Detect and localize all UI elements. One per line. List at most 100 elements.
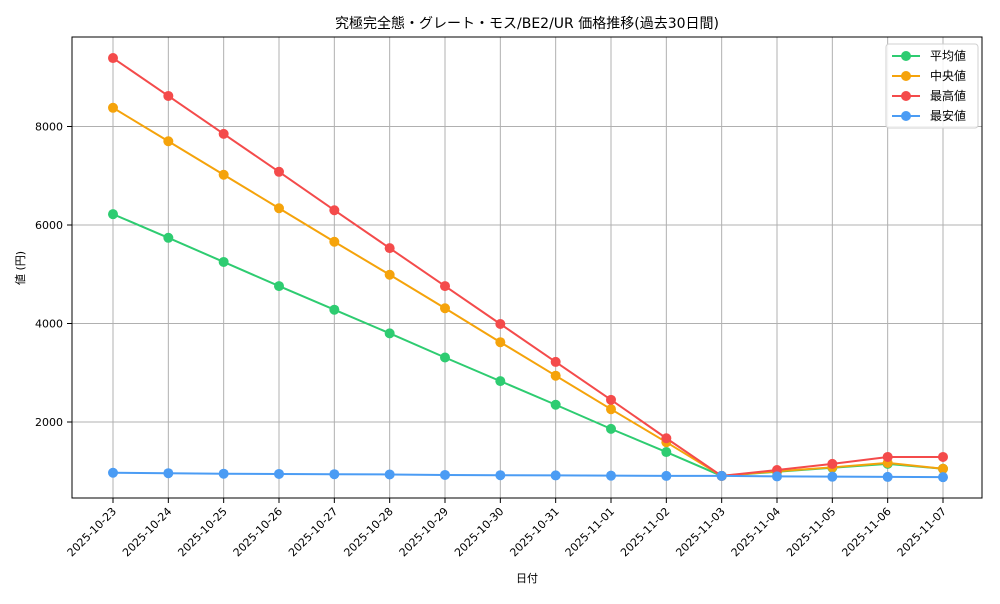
grid [72,37,982,498]
x-tick-label: 2025-10-30 [452,505,506,559]
data-point [274,203,284,214]
x-tick-label: 2025-10-28 [341,505,395,559]
data-point [882,451,893,462]
legend-marker [901,91,911,101]
data-point [495,337,506,348]
data-point [218,468,229,479]
data-point [108,53,118,64]
x-tick-label: 2025-10-23 [65,505,119,559]
legend-marker [901,111,911,121]
y-tick-label: 4000 [35,318,63,331]
data-point [384,469,395,480]
series-2 [108,53,948,481]
data-point [440,352,450,363]
x-tick-label: 2025-11-01 [563,505,617,559]
legend-label: 中央値 [930,68,966,83]
data-point [440,281,450,292]
x-tick-label: 2025-10-24 [120,505,174,559]
data-point [606,404,616,415]
y-axis-label: 値 (円) [14,251,27,285]
data-point [606,423,616,434]
data-point [606,470,616,481]
data-point [827,458,838,469]
data-point [661,447,672,458]
data-point [163,232,174,243]
data-point [108,102,118,113]
data-point [163,468,174,479]
x-axis-label: 日付 [516,572,538,585]
data-point [384,243,395,254]
data-point [108,467,118,478]
data-point [274,468,284,479]
x-tick-label: 2025-11-04 [729,505,783,559]
y-axis-ticks: 2000 4000 6000 8000 [35,121,72,429]
data-point [550,370,561,381]
x-tick-label: 2025-11-02 [618,505,672,559]
data-point [716,470,727,481]
chart-title: 究極完全態・グレート・モス/BE2/UR 価格推移(過去30日間) [335,15,719,32]
series-lines [108,53,948,483]
data-point [827,471,838,482]
data-point [661,433,672,444]
x-tick-label: 2025-10-29 [397,505,451,559]
data-point [938,472,948,483]
data-point [163,136,174,147]
legend-label: 平均値 [930,48,966,63]
series-line [112,57,943,477]
data-point [495,376,506,387]
data-point [274,281,284,292]
legend-label: 最高値 [930,88,966,103]
series-line [112,471,944,479]
series-3 [108,467,948,483]
x-axis-ticks: 2025-10-23 2025-10-24 2025-10-25 2025-10-26… [65,498,949,559]
data-point [218,169,229,180]
data-point [938,451,948,462]
data-point [329,304,340,315]
data-point [550,399,561,410]
data-point [606,394,616,405]
legend-box [885,43,979,129]
series-line [112,106,944,477]
series-line [112,213,944,477]
data-point [329,236,340,247]
data-point [495,470,506,481]
x-tick-label: 2025-10-26 [231,505,285,559]
data-point [550,356,561,367]
data-point [329,205,340,216]
x-tick-label: 2025-10-27 [286,505,340,559]
data-point [274,166,284,177]
data-point [938,463,948,474]
data-point [108,209,118,220]
x-tick-label: 2025-10-31 [507,505,561,559]
data-point [440,303,450,314]
y-tick-label: 2000 [35,416,63,429]
legend-label: 最安値 [930,108,966,123]
data-point [329,469,340,480]
data-point [440,469,450,480]
data-point [384,328,395,339]
x-tick-label: 2025-11-06 [839,505,893,559]
y-tick-label: 6000 [35,219,63,232]
y-tick-label: 8000 [35,121,63,134]
x-tick-label: 2025-11-03 [673,505,727,559]
data-point [384,269,395,280]
legend-marker [901,71,911,81]
data-point [661,470,672,481]
data-point [882,471,893,482]
x-tick-label: 2025-11-07 [895,505,949,559]
series-1 [108,102,948,481]
legend-marker [901,51,911,61]
x-tick-label: 2025-10-25 [175,505,229,559]
data-point [163,90,174,101]
data-point [495,318,506,329]
plot-frame [71,36,983,499]
data-point [218,256,229,267]
data-point [772,471,782,482]
x-tick-label: 2025-11-05 [784,505,838,559]
series-0 [108,209,948,481]
data-point [218,128,229,139]
data-point [550,470,561,481]
